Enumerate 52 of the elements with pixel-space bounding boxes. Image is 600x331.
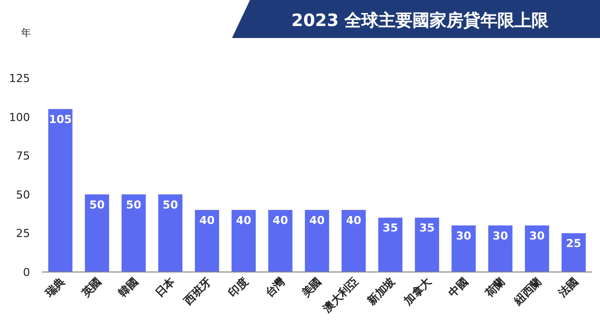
bar [414, 218, 440, 272]
data-label: 40 [199, 214, 215, 227]
x-tick-label: 紐西蘭 [510, 274, 544, 308]
x-tick-label: 荷蘭 [482, 274, 508, 300]
data-label: 105 [48, 113, 72, 126]
x-tick-label: 美國 [298, 274, 324, 300]
data-label: 35 [382, 222, 398, 235]
bar [488, 225, 512, 272]
bar [194, 210, 220, 272]
data-label: 50 [126, 198, 142, 212]
bar [158, 194, 182, 272]
x-tick-label: 日本 [152, 274, 178, 300]
data-label: 40 [272, 214, 288, 227]
x-tick-label: 台灣 [262, 274, 288, 300]
y-axis-title: 年 [21, 27, 31, 39]
bar [232, 210, 256, 272]
x-tick-label: 新加坡 [364, 274, 398, 308]
bar [452, 225, 476, 272]
x-tick-label: 瑞典 [42, 274, 68, 300]
data-label: 40 [236, 214, 252, 227]
x-tick-label: 西班牙 [180, 274, 214, 308]
bar [342, 210, 366, 272]
data-label: 40 [309, 214, 325, 227]
bar [268, 210, 292, 272]
bar [48, 109, 72, 272]
data-label: 35 [419, 222, 435, 235]
y-tick-label: 100 [9, 110, 30, 124]
x-tick-label: 中國 [446, 274, 471, 300]
data-label: 40 [346, 214, 362, 227]
y-tick-label: 50 [16, 188, 30, 202]
bar [562, 233, 586, 272]
data-label: 30 [529, 229, 545, 242]
data-label: 50 [89, 198, 105, 212]
x-tick-label: 韓國 [116, 274, 141, 300]
bar [84, 194, 110, 272]
data-label: 50 [162, 198, 178, 212]
data-label: 25 [566, 237, 582, 250]
y-tick-label: 0 [23, 266, 30, 279]
bar [524, 225, 550, 272]
y-tick-label: 125 [9, 72, 30, 85]
x-tick-label: 加拿大 [400, 274, 435, 308]
chart-title: 2023 全球主要國家房貸年限上限 [291, 11, 550, 31]
x-tick-label: 英國 [78, 274, 104, 300]
bar [378, 218, 402, 272]
y-tick-label: 25 [16, 227, 30, 240]
x-tick-label: 法國 [555, 274, 581, 300]
bar [304, 210, 330, 272]
bar [122, 194, 146, 272]
data-label: 30 [492, 229, 508, 242]
data-label: 30 [456, 229, 472, 242]
x-tick-label: 印度 [226, 274, 251, 300]
y-tick-label: 75 [16, 150, 30, 163]
